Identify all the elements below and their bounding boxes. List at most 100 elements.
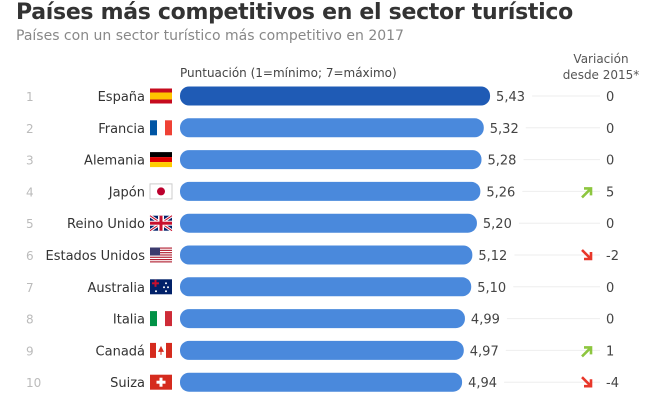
- value-label: 4,99: [471, 313, 500, 328]
- flag-part: [166, 342, 172, 358]
- chart-row: 4 Japón 5,26 5: [26, 181, 614, 201]
- bar: [180, 86, 491, 106]
- flag-part: [150, 92, 172, 100]
- flag-star: [167, 286, 169, 289]
- flag-icon: [150, 247, 172, 263]
- flag-star: [163, 286, 165, 289]
- variation-value: 0: [606, 122, 614, 137]
- flag-star: [155, 290, 157, 293]
- arrow-up-icon: [581, 346, 593, 358]
- value-label: 4,97: [470, 344, 499, 359]
- flag-border: [149, 183, 173, 200]
- chart-subtitle: Países con un sector turístico más compe…: [16, 28, 404, 44]
- bar: [180, 213, 477, 233]
- category-label: Australia: [87, 281, 145, 296]
- rank-label: 4: [26, 185, 34, 199]
- flag-part: [165, 120, 172, 136]
- chart-title: Países más competitivos en el sector tur…: [16, 0, 573, 25]
- category-label: Japón: [108, 185, 145, 200]
- rank-label: 6: [26, 249, 34, 263]
- flag-part: [150, 152, 172, 158]
- value-label: 5,12: [478, 249, 507, 264]
- chart-row: 1 España 5,43 0: [26, 86, 614, 106]
- flag-part: [150, 261, 172, 263]
- flag-part: [150, 342, 156, 358]
- chart-row: 6 Estados Unidos 5,12 -2: [26, 245, 619, 265]
- chart-row: 8 Italia 4,99 0: [26, 309, 614, 329]
- value-label: 5,26: [486, 185, 515, 200]
- flag-part: [150, 256, 172, 258]
- variation-value: 0: [606, 281, 614, 296]
- category-label: Alemania: [84, 154, 145, 169]
- rank-label: 8: [26, 313, 34, 327]
- chart-row: 2 Francia 5,32 0: [26, 118, 614, 138]
- value-label: 5,20: [483, 217, 512, 232]
- bar: [180, 118, 484, 138]
- category-label: Canadá: [96, 344, 145, 359]
- variation-value: -4: [606, 376, 619, 391]
- flag-icon: [150, 279, 172, 295]
- bar: [180, 181, 481, 201]
- variation-value: 0: [606, 154, 614, 169]
- variation-value: 0: [606, 90, 614, 105]
- variation-value: 5: [606, 185, 614, 200]
- flag-icon: [150, 374, 172, 390]
- category-label: España: [98, 90, 145, 105]
- flag-star: [165, 290, 167, 293]
- flag-part: [157, 187, 165, 196]
- chart-row: 7 Australia 5,10 0: [26, 277, 614, 297]
- arrow-down-icon: [581, 249, 593, 261]
- flag-part: [150, 247, 172, 249]
- rank-label: 2: [26, 122, 34, 136]
- rank-label: 1: [26, 90, 34, 104]
- flag-part: [150, 249, 172, 251]
- flag-part: [150, 221, 172, 225]
- flag-part: [156, 380, 166, 384]
- chart-row: 3 Alemania 5,28 0: [26, 150, 614, 170]
- category-label: Estados Unidos: [45, 249, 145, 264]
- flag-part: [160, 350, 162, 355]
- variation-value: 0: [606, 313, 614, 328]
- chart-row: 10 Suiza 4,94 -4: [26, 372, 619, 392]
- bar: [180, 150, 482, 170]
- flag-part: [150, 157, 172, 163]
- flag-icon: [150, 152, 172, 168]
- flag-part: [150, 120, 157, 136]
- flag-icon: [150, 342, 172, 358]
- rank-label: 5: [26, 217, 34, 231]
- arrow-up-icon: [581, 187, 593, 199]
- x-axis-label: Puntuación (1=mínimo; 7=máximo): [180, 66, 397, 80]
- flag-part: [150, 252, 172, 254]
- variation-value: 0: [606, 217, 614, 232]
- flag-part: [150, 247, 160, 256]
- flag-icon: [150, 120, 172, 136]
- bar: [180, 277, 472, 297]
- flag-star: [165, 282, 167, 285]
- value-label: 5,28: [487, 154, 516, 169]
- value-label: 4,94: [468, 376, 497, 391]
- flag-part: [150, 162, 172, 168]
- rank-label: 7: [26, 281, 34, 295]
- flag-part: [150, 311, 157, 327]
- flag-icon: [150, 311, 172, 327]
- flag-icon: [149, 183, 173, 200]
- arrow-down-icon: [581, 376, 593, 388]
- flag-icon: [150, 88, 172, 104]
- rank-label: 10: [26, 376, 41, 390]
- category-label: Francia: [98, 122, 145, 137]
- variation-value: 1: [606, 344, 614, 359]
- chart-row: 9 Canadá 4,97 1: [26, 340, 614, 360]
- bar: [180, 340, 464, 360]
- chart-row: 5 Reino Unido 5,20 0: [26, 213, 614, 233]
- flag-part: [150, 254, 172, 256]
- flag-leaf: [158, 345, 164, 352]
- category-label: Reino Unido: [67, 217, 145, 232]
- category-label: Suiza: [110, 376, 145, 391]
- value-label: 5,10: [477, 281, 506, 296]
- rank-label: 3: [26, 154, 34, 168]
- flag-part: [150, 259, 172, 261]
- flag-part: [154, 279, 157, 287]
- variation-header: Variación desde 2015*: [562, 52, 640, 82]
- flag-part: [157, 120, 165, 136]
